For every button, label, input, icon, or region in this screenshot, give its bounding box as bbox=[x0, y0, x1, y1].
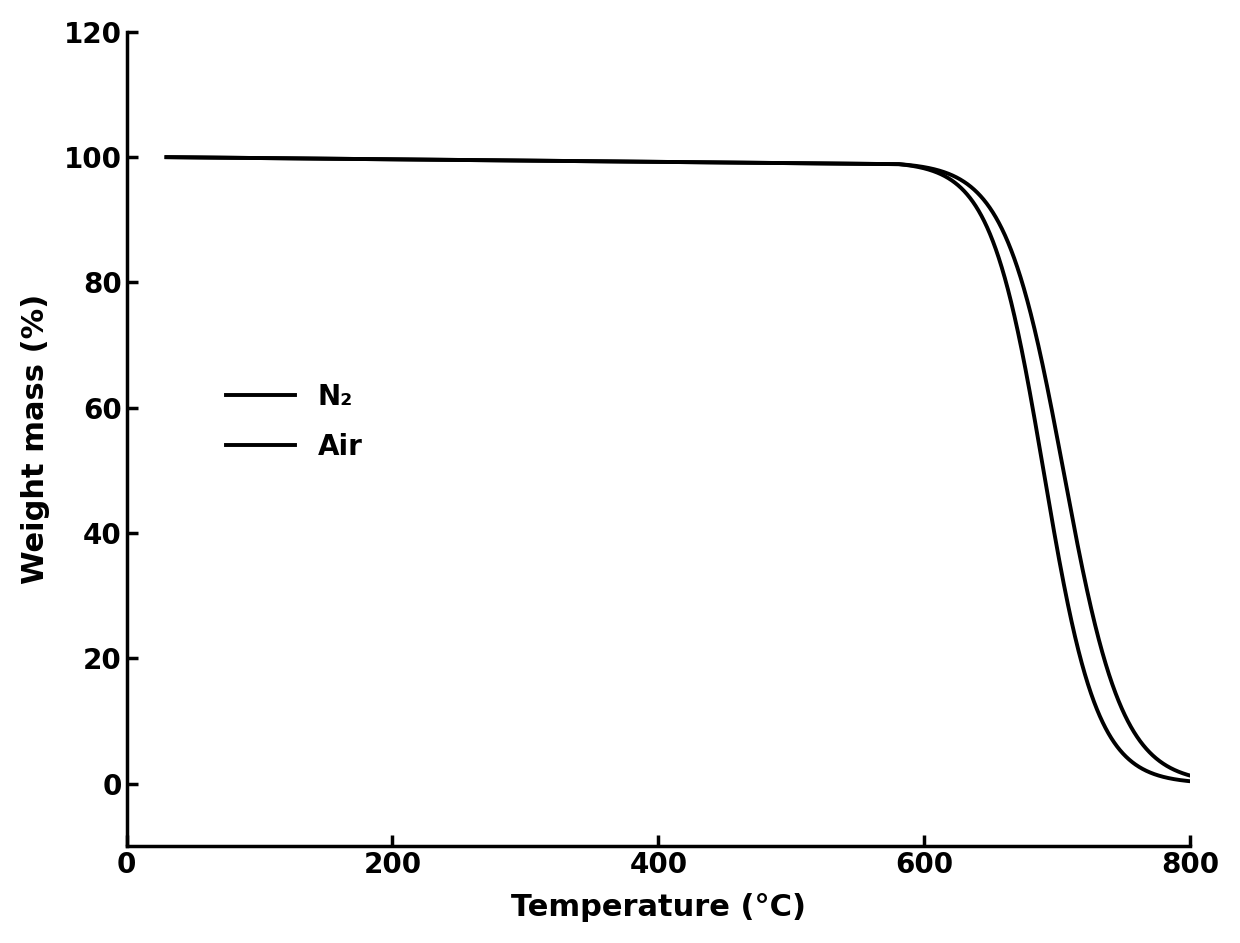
N₂ bbox=[345, 154, 360, 165]
N₂ bbox=[159, 152, 174, 163]
Legend: N₂, Air: N₂, Air bbox=[215, 372, 373, 472]
X-axis label: Temperature (°C): Temperature (°C) bbox=[511, 893, 806, 922]
Air bbox=[825, 157, 839, 169]
Air bbox=[159, 152, 174, 163]
Air bbox=[923, 164, 937, 175]
N₂ bbox=[551, 156, 565, 167]
Air bbox=[551, 156, 565, 167]
Air bbox=[345, 154, 360, 165]
Air bbox=[1183, 775, 1198, 786]
N₂ bbox=[825, 157, 839, 169]
Line: N₂: N₂ bbox=[166, 157, 1190, 775]
Y-axis label: Weight mass (%): Weight mass (%) bbox=[21, 294, 50, 585]
N₂ bbox=[773, 157, 787, 169]
Air bbox=[773, 157, 787, 169]
N₂ bbox=[923, 163, 937, 174]
Air bbox=[1001, 284, 1016, 295]
N₂ bbox=[1183, 769, 1198, 781]
N₂ bbox=[1001, 237, 1016, 248]
Line: Air: Air bbox=[166, 157, 1190, 781]
